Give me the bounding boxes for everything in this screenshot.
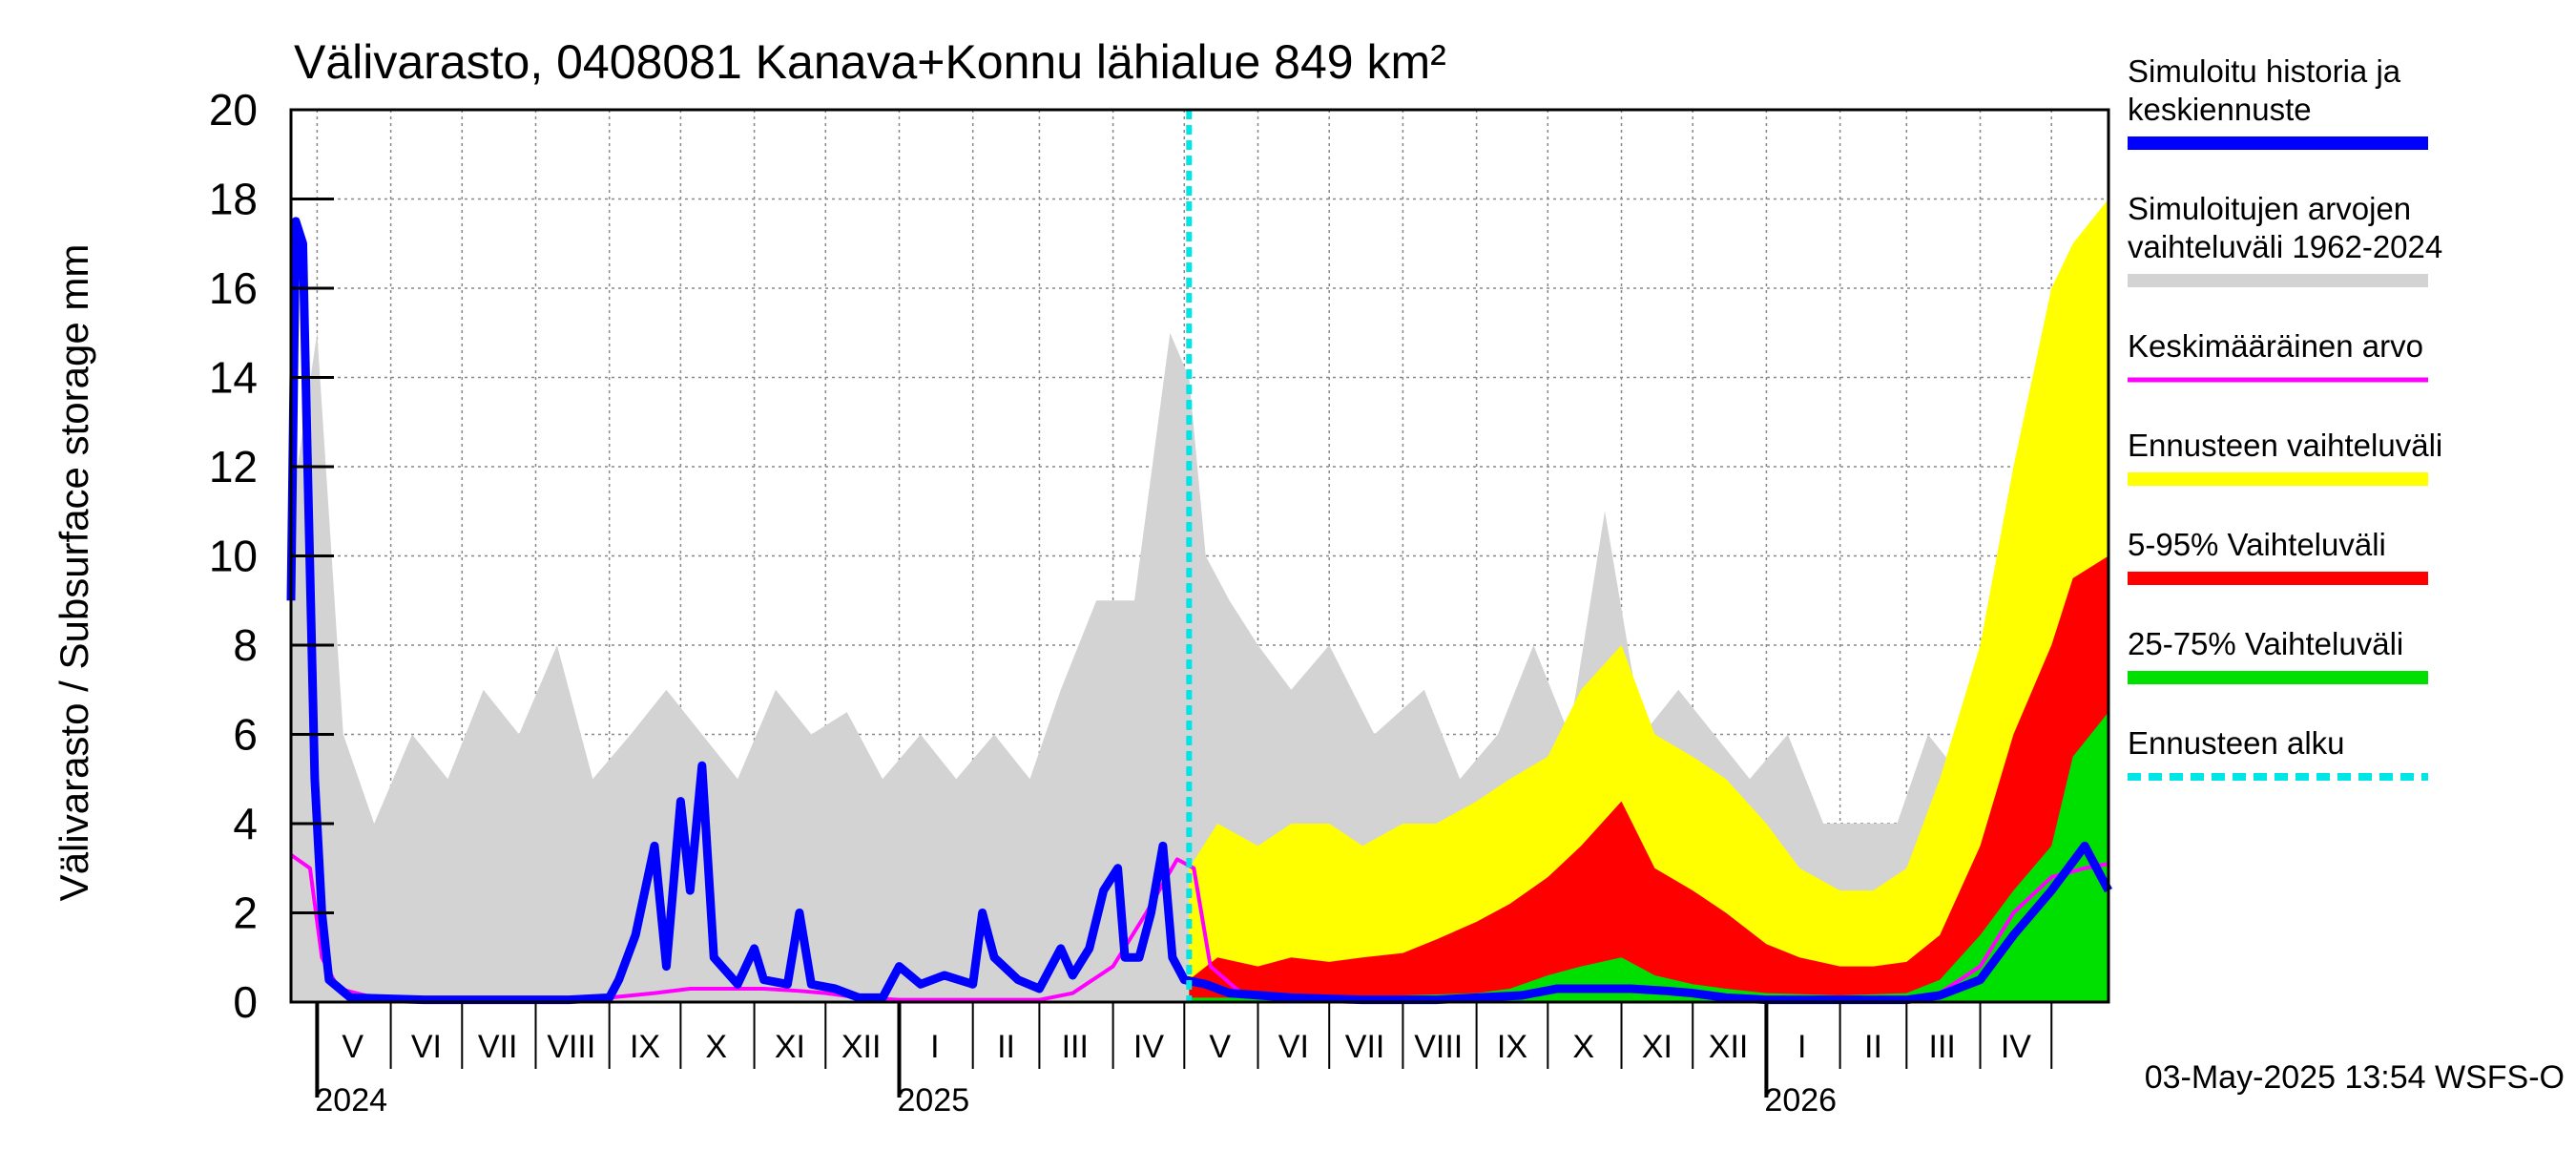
x-month-label: XII [841, 1029, 882, 1065]
x-month-label: II [1864, 1029, 1882, 1065]
y-tick-label: 8 [233, 620, 258, 670]
x-month-label: IX [1497, 1029, 1527, 1065]
y-tick-label: 10 [209, 532, 258, 581]
x-month-label: XII [1709, 1029, 1749, 1065]
y-tick-label: 12 [209, 442, 258, 491]
y-tick-label: 4 [233, 799, 258, 848]
x-month-label: IV [1133, 1029, 1164, 1065]
y-tick-label: 0 [233, 977, 258, 1027]
legend-label: Ennusteen alku [2128, 725, 2345, 761]
y-tick-label: 6 [233, 710, 258, 760]
y-tick-label: 14 [209, 353, 258, 403]
x-month-label: III [1062, 1029, 1089, 1065]
x-month-label: VI [411, 1029, 442, 1065]
legend-label: Simuloitu historia ja [2128, 53, 2401, 89]
x-month-label: I [1797, 1029, 1806, 1065]
legend-label: keskiennuste [2128, 92, 2312, 127]
plot-frame [289, 108, 2110, 1004]
x-month-label: II [997, 1029, 1015, 1065]
x-month-label: III [1929, 1029, 1956, 1065]
x-month-label: IX [630, 1029, 660, 1065]
x-month-label: X [705, 1029, 727, 1065]
legend-label: vaihteluväli 1962-2024 [2128, 229, 2442, 264]
x-month-label: VII [478, 1029, 518, 1065]
series-band [1189, 712, 2109, 1002]
y-tick-label: 2 [233, 889, 258, 938]
x-year-label: 2025 [897, 1082, 969, 1119]
y-axis-label: Välivarasto / Subsurface storage mm [52, 244, 96, 902]
x-year-label: 2024 [315, 1082, 387, 1119]
x-month-label: XI [775, 1029, 805, 1065]
x-month-label: IV [2001, 1029, 2031, 1065]
footer-timestamp: 03-May-2025 13:54 WSFS-O [2145, 1059, 2565, 1096]
x-month-label: V [342, 1029, 364, 1065]
series-layer [286, 110, 2112, 1005]
legend-label: Keskimääräinen arvo [2128, 328, 2423, 364]
y-tick-label: 16 [209, 263, 258, 313]
x-year-label: 2026 [1764, 1082, 1837, 1119]
series-line [286, 217, 2112, 1005]
x-month-label: V [1209, 1029, 1231, 1065]
legend-label: 5-95% Vaihteluväli [2128, 527, 2386, 562]
x-month-label: VIII [1414, 1029, 1463, 1065]
x-month-label: VIII [547, 1029, 595, 1065]
legend-label: 25-75% Vaihteluväli [2128, 626, 2403, 661]
y-tick-label: 18 [209, 175, 258, 224]
x-month-label: X [1572, 1029, 1594, 1065]
chart-title: Välivarasto, 0408081 Kanava+Konnu lähial… [294, 35, 1446, 89]
x-month-label: I [930, 1029, 939, 1065]
legend-label: Ennusteen vaihteluväli [2128, 428, 2442, 463]
x-month-label: VII [1345, 1029, 1385, 1065]
y-tick-label: 20 [209, 85, 258, 135]
legend-label: Simuloitujen arvojen [2128, 191, 2411, 226]
x-month-label: VI [1278, 1029, 1309, 1065]
x-month-label: XI [1642, 1029, 1672, 1065]
